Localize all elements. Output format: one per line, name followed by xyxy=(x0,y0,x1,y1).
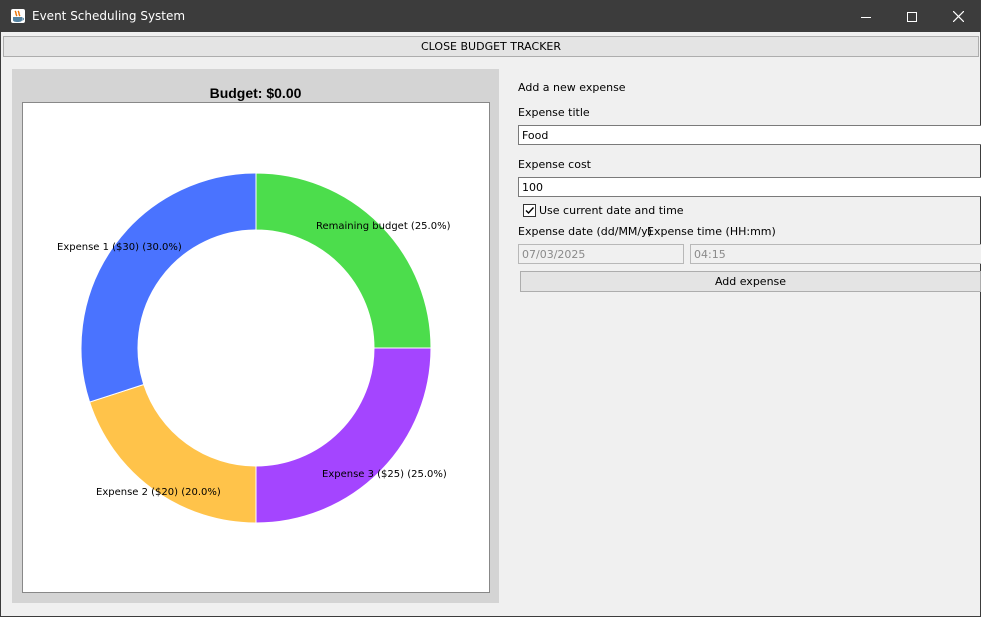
expense-cost-label: Expense cost xyxy=(518,158,591,171)
donut-slice xyxy=(255,172,432,349)
expense-cost-input[interactable]: 100 xyxy=(518,177,981,197)
donut-slice xyxy=(80,172,257,403)
donut-chart: Remaining budget (25.0%) Expense 3 ($25) … xyxy=(57,172,451,524)
expense-title-input[interactable]: Food xyxy=(518,125,981,145)
use-current-datetime-label[interactable]: Use current date and time xyxy=(539,204,684,217)
expense-time-input[interactable]: 04:15 xyxy=(690,244,981,264)
close-icon xyxy=(952,11,964,22)
expense-time-label: Expense time (HH:mm) xyxy=(647,225,776,238)
minimize-icon xyxy=(861,16,871,18)
minimize-button[interactable] xyxy=(843,1,889,32)
close-window-button[interactable] xyxy=(935,1,981,32)
maximize-button[interactable] xyxy=(889,1,935,32)
maximize-icon xyxy=(907,11,917,22)
slice-label: Expense 3 ($25) (25.0%) xyxy=(322,469,447,480)
expense-date-input[interactable]: 07/03/2025 xyxy=(518,244,684,264)
expense-date-label: Expense date (dd/MM/y) xyxy=(518,225,652,238)
chart-plot-area: Remaining budget (25.0%) Expense 3 ($25) … xyxy=(22,102,490,593)
java-cup-icon xyxy=(11,9,25,23)
title-bar[interactable]: Event Scheduling System xyxy=(1,1,981,32)
slice-label: Expense 1 ($30) (30.0%) xyxy=(57,242,182,253)
chart-title: Budget: $0.00 xyxy=(209,85,302,101)
donut-slice xyxy=(255,347,432,524)
use-current-datetime-checkbox[interactable] xyxy=(523,204,536,217)
window-title: Event Scheduling System xyxy=(32,9,186,23)
slice-label: Expense 2 ($20) (20.0%) xyxy=(96,487,221,498)
expense-title-label: Expense title xyxy=(518,106,590,119)
budget-chart-panel: Budget: $0.00 Remaining budget (25.0%) Ex… xyxy=(12,69,499,603)
close-budget-tracker-button[interactable]: CLOSE BUDGET TRACKER xyxy=(3,36,979,57)
slice-label: Remaining budget (25.0%) xyxy=(316,221,451,232)
checkmark-icon xyxy=(525,207,535,215)
form-heading: Add a new expense xyxy=(518,81,626,94)
add-expense-button[interactable]: Add expense xyxy=(520,271,981,292)
donut-slice xyxy=(88,383,257,524)
